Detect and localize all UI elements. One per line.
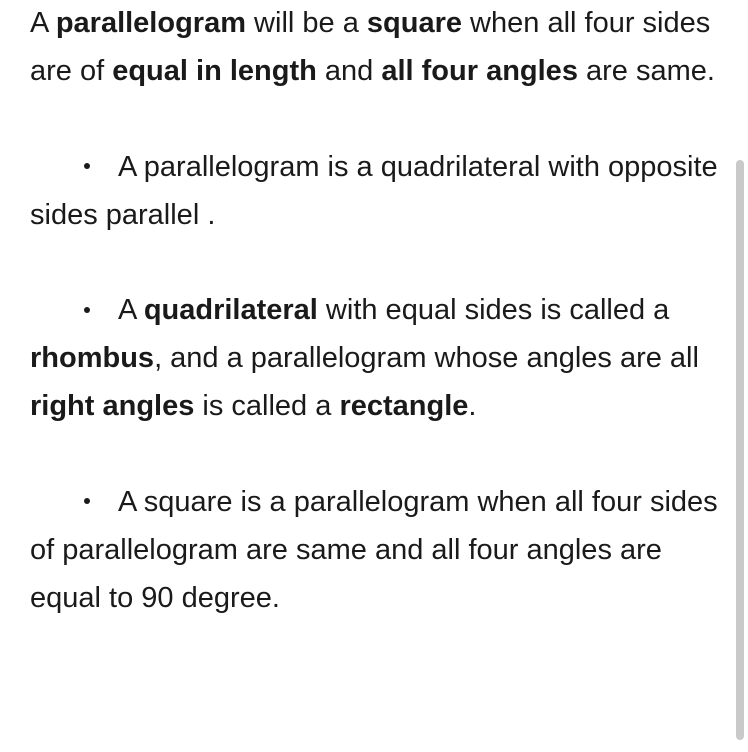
text-segment: are same. (578, 55, 715, 87)
bullet-item: A parallelogram is a quadrilateral with … (30, 144, 718, 240)
text-segment: A (30, 7, 56, 39)
text-bold: rhombus (30, 342, 154, 374)
text-segment: will be a (246, 7, 367, 39)
text-segment: A (118, 294, 144, 326)
bullet-dot-icon (84, 498, 90, 504)
intro-paragraph: A parallelogram will be a square when al… (30, 0, 718, 96)
scrollbar-thumb[interactable] (736, 160, 744, 740)
text-bold: equal in length (112, 55, 317, 87)
text-bold: rectangle (339, 390, 468, 422)
document-content: A parallelogram will be a square when al… (0, 0, 748, 622)
text-segment: . (468, 390, 476, 422)
bullet-dot-icon (84, 163, 90, 169)
text-segment: and (317, 55, 382, 87)
bullet-item: A quadrilateral with equal sides is call… (30, 287, 718, 431)
bullet-dot-icon (84, 307, 90, 313)
text-segment: A square is a parallelogram when all fou… (30, 486, 718, 614)
text-bold: all four angles (381, 55, 578, 87)
text-segment: is called a (194, 390, 339, 422)
text-segment: A parallelogram is a quadrilateral with … (30, 151, 718, 231)
text-segment: with equal sides is called a (318, 294, 669, 326)
text-bold: square (367, 7, 462, 39)
text-bold: right angles (30, 390, 194, 422)
bullet-list: A parallelogram is a quadrilateral with … (30, 144, 718, 623)
text-bold: quadrilateral (144, 294, 318, 326)
text-bold: parallelogram (56, 7, 246, 39)
text-segment: , and a parallelogram whose angles are a… (154, 342, 699, 374)
bullet-item: A square is a parallelogram when all fou… (30, 479, 718, 623)
